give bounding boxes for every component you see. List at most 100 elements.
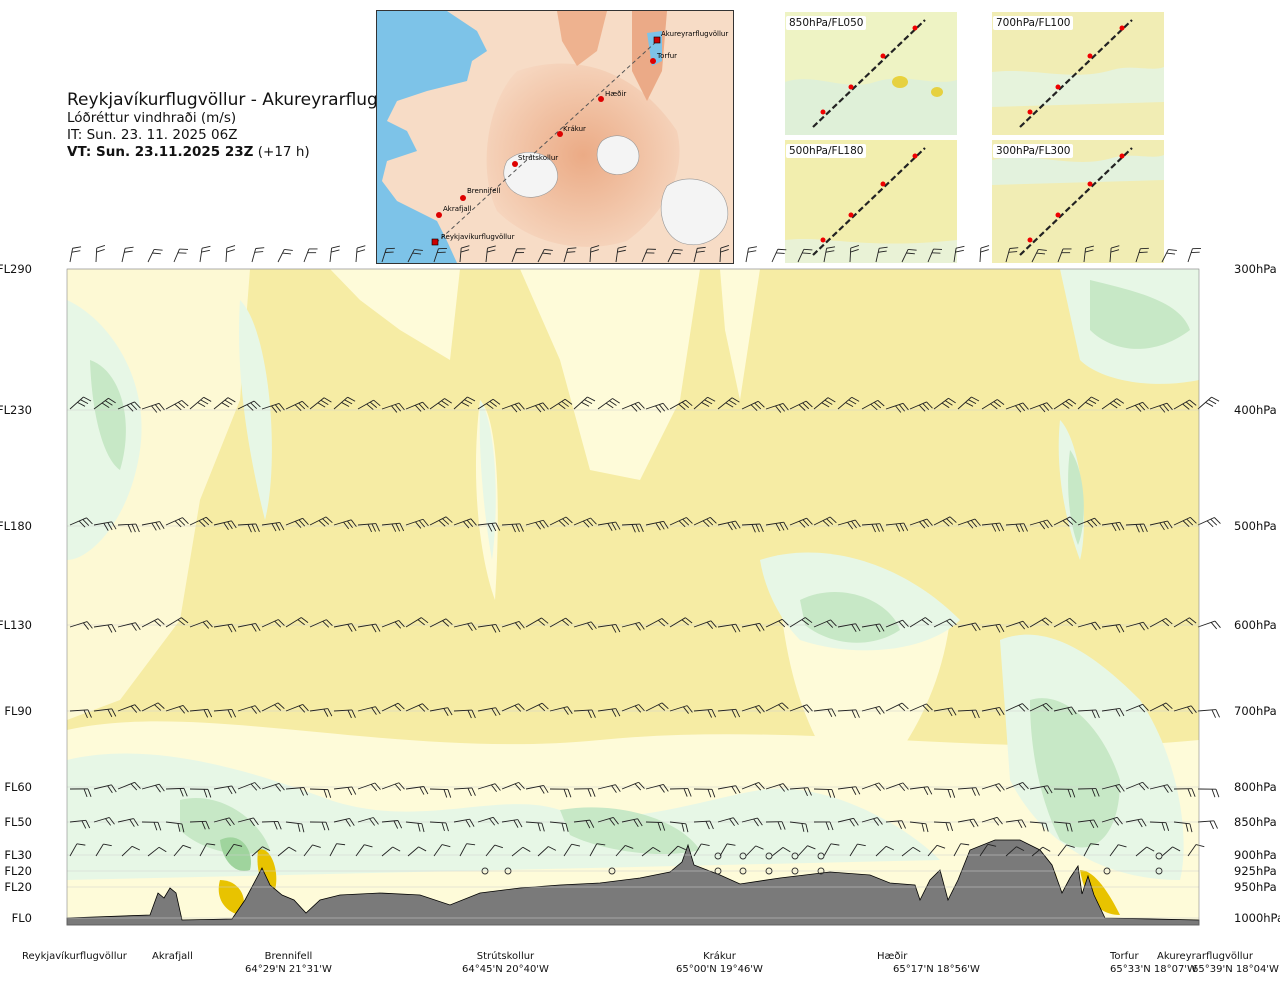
wind-barb: [1161, 846, 1181, 857]
location-name: Hæðir: [877, 951, 908, 962]
pressure-level-label: 700hPa: [1234, 704, 1277, 718]
wind-barb: [405, 401, 429, 412]
wind-barb: [861, 523, 884, 533]
mini-map-label: 850hPa/FL050: [786, 16, 867, 30]
flight-level-label: FL90: [4, 704, 32, 718]
wind-barb: [823, 246, 836, 263]
wind-barb: [1053, 398, 1077, 410]
title-block: Reykjavíkurflugvöllur - Akureyrarflugvöl…: [67, 90, 426, 161]
wind-barb: [717, 397, 740, 410]
wind-barb: [117, 818, 139, 827]
flight-level-label: FL180: [0, 519, 32, 533]
wind-barb: [549, 706, 573, 715]
calm-marker: [791, 867, 799, 875]
wind-barb: [525, 519, 549, 530]
wind-barb: [381, 247, 395, 263]
wind-barb: [741, 523, 764, 533]
map-label-strutskollur: Strútskollur: [518, 154, 558, 162]
mini-map-700[interactable]: 700hPa/FL100: [992, 12, 1164, 135]
calm-marker: [817, 867, 825, 875]
calm-marker: [1155, 867, 1163, 875]
wind-barb: [189, 396, 212, 410]
mountain-area: [557, 11, 607, 66]
wind-barb: [667, 248, 683, 263]
calm-marker: [608, 867, 616, 875]
flight-level-label: FL0: [11, 911, 32, 925]
wind-barb: [981, 623, 1005, 633]
wind-barb: [1125, 401, 1149, 412]
wind-barb: [693, 788, 716, 798]
wind-barb: [453, 709, 476, 719]
wind-barb: [309, 619, 333, 628]
wind-barb: [251, 247, 265, 263]
wind-barb: [1149, 784, 1173, 793]
mini-map-500[interactable]: 500hPa/FL180: [785, 140, 957, 263]
calm-marker: [1155, 852, 1163, 860]
wind-barb: [717, 817, 739, 826]
glacier: [596, 135, 640, 175]
wind-barb: [717, 520, 741, 531]
mini-map-850[interactable]: 850hPa/FL050: [785, 12, 957, 135]
wind-barb: [719, 245, 730, 263]
pressure-level-label: 300hPa: [1234, 262, 1277, 276]
wind-barb: [429, 398, 452, 410]
wind-barb: [1053, 706, 1077, 716]
wind-barb: [1083, 245, 1094, 263]
wind-barb: [957, 709, 980, 719]
wind-barb: [669, 517, 693, 528]
wind-barb: [381, 820, 403, 829]
wind-barb: [615, 845, 634, 857]
calm-marker: [791, 852, 799, 860]
wind-barb: [1031, 249, 1047, 263]
wind-barb: [641, 846, 661, 857]
wind-barb: [1197, 820, 1218, 830]
location-name: Reykjavíkurflugvöllur: [22, 951, 127, 962]
wind-barb: [95, 245, 106, 263]
wind-barb: [69, 246, 82, 263]
waypoint-torfur: [650, 58, 656, 64]
wind-barb: [1161, 249, 1177, 263]
wind-barb: [933, 618, 957, 628]
wind-barb: [1053, 788, 1076, 798]
wind-barb: [1101, 398, 1125, 410]
wind-barb: [745, 845, 764, 857]
wind-barb: [789, 704, 813, 713]
wind-barb: [329, 843, 346, 857]
wind-barb: [953, 843, 970, 857]
wind-barb: [837, 396, 860, 410]
wind-barb: [537, 249, 553, 263]
location-reykjavik: Reykjavíkurflugvöllur: [22, 950, 127, 963]
wind-barb: [333, 786, 357, 796]
wind-barb: [237, 400, 261, 411]
wind-barb: [93, 397, 116, 410]
waypoint-krakur: [557, 131, 563, 137]
flight-level-label: FL60: [4, 780, 32, 794]
mini-map-300[interactable]: 300hPa/FL300: [992, 140, 1164, 263]
wind-barb: [95, 843, 112, 857]
wind-barb: [563, 247, 577, 263]
wind-barb: [957, 518, 981, 529]
wind-barb: [189, 788, 212, 798]
wind-barb: [1005, 247, 1019, 263]
wind-barb: [621, 818, 643, 828]
wind-barb: [957, 396, 980, 410]
wind-barb: [861, 817, 883, 826]
glacier: [660, 178, 729, 245]
wind-barb: [573, 709, 596, 719]
wind-barb: [1005, 523, 1028, 533]
wind-barb: [477, 623, 501, 633]
wind-barb: [225, 245, 236, 263]
mini-map-label: 700hPa/FL100: [993, 16, 1074, 30]
wind-barb: [789, 821, 809, 833]
wind-barb: [213, 817, 235, 827]
wind-barb: [1173, 821, 1193, 833]
wind-barb: [477, 707, 501, 716]
map-label-torfur: Torfur: [656, 52, 677, 60]
wind-barb: [501, 703, 525, 712]
wind-barb: [1197, 396, 1220, 410]
wind-barb: [357, 782, 381, 792]
wind-barb: [1187, 247, 1201, 263]
wind-barb: [333, 818, 355, 827]
wind-barb: [1149, 702, 1173, 712]
wind-barb: [433, 247, 447, 263]
